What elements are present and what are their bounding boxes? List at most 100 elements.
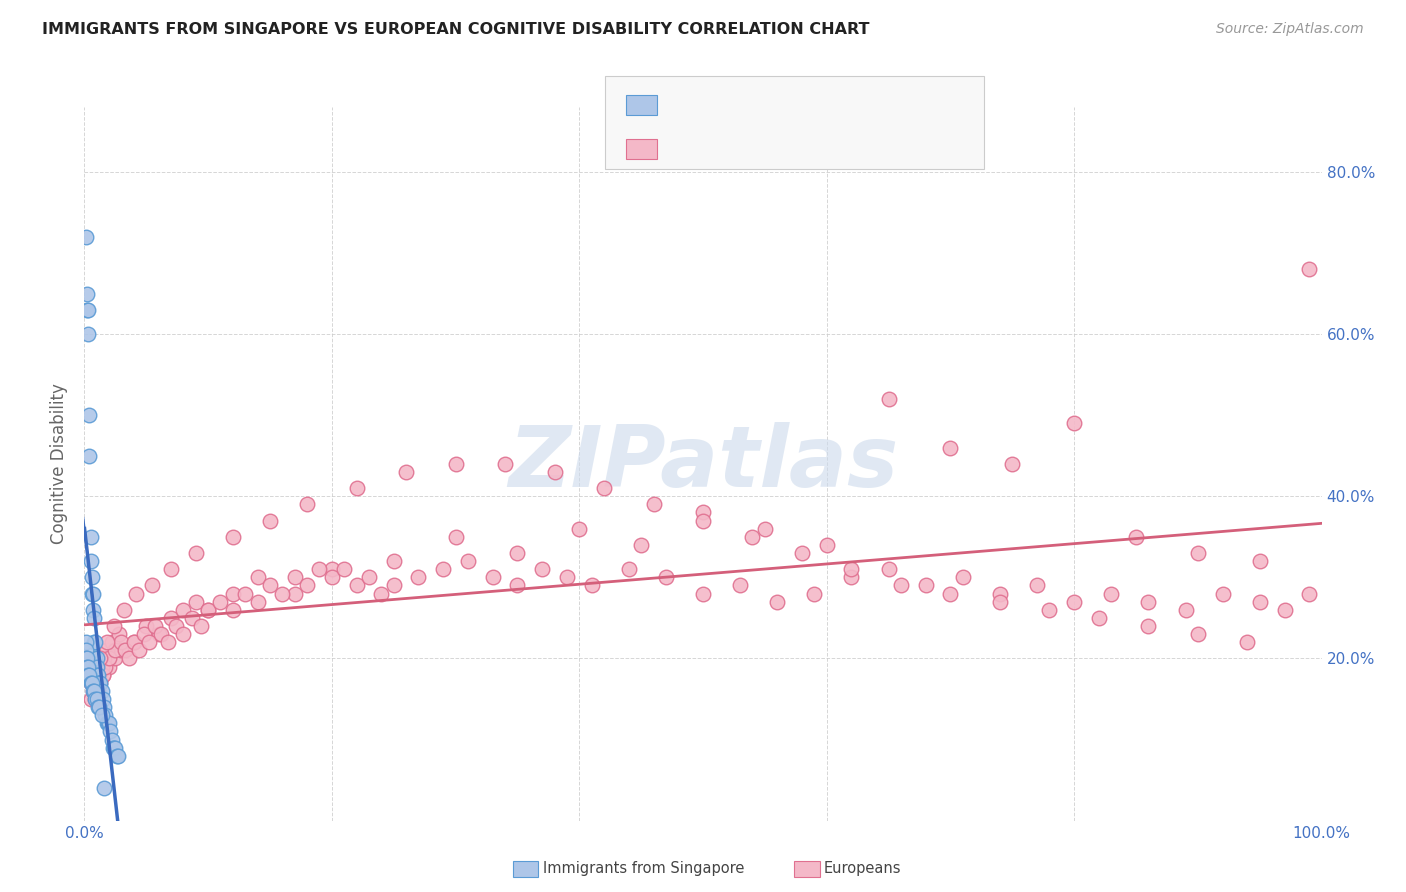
Point: [877, 392, 900, 406]
Point: [82, 684, 104, 698]
Point: [246, 595, 269, 609]
Point: [79, 449, 101, 463]
Point: [988, 586, 1011, 600]
Point: [333, 562, 356, 576]
Point: [98, 651, 121, 665]
Point: [86, 651, 108, 665]
Point: [114, 643, 136, 657]
Point: [83, 684, 105, 698]
Point: [841, 570, 863, 584]
Point: [222, 586, 245, 600]
Point: [222, 603, 245, 617]
Point: [1088, 611, 1111, 625]
Point: [295, 578, 318, 592]
Point: [246, 570, 269, 584]
Point: [76, 302, 98, 317]
Point: [728, 578, 751, 592]
Point: [80, 570, 103, 584]
Point: [1187, 627, 1209, 641]
Point: [94, 659, 117, 673]
Point: [1249, 554, 1271, 568]
Point: [86, 667, 108, 681]
Point: [93, 781, 115, 796]
Point: [988, 595, 1011, 609]
Point: [128, 643, 150, 657]
Point: [581, 578, 603, 592]
Point: [531, 562, 554, 576]
Point: [75, 635, 97, 649]
Point: [803, 586, 825, 600]
Point: [150, 627, 173, 641]
Point: [382, 578, 405, 592]
Point: [1063, 595, 1085, 609]
Text: Immigrants from Singapore: Immigrants from Singapore: [543, 862, 744, 876]
Point: [79, 530, 101, 544]
Point: [84, 659, 107, 673]
Point: [1187, 546, 1209, 560]
Point: [165, 619, 187, 633]
Point: [101, 740, 124, 755]
Point: [83, 667, 105, 681]
Point: [107, 748, 129, 763]
Point: [1137, 619, 1160, 633]
Point: [125, 586, 148, 600]
Point: [87, 675, 110, 690]
Point: [184, 546, 207, 560]
Point: [1236, 635, 1258, 649]
Point: [77, 659, 100, 673]
Point: [877, 562, 900, 576]
Point: [506, 546, 529, 560]
Point: [89, 675, 111, 690]
Point: [79, 408, 101, 422]
Point: [197, 603, 219, 617]
Point: [94, 708, 117, 723]
Point: [914, 578, 936, 592]
Point: [233, 586, 256, 600]
Point: [84, 635, 107, 649]
Point: [408, 570, 430, 584]
Point: [91, 692, 114, 706]
Point: [75, 643, 97, 657]
Point: [89, 675, 111, 690]
Point: [118, 651, 141, 665]
Point: [1298, 586, 1320, 600]
Point: [86, 659, 108, 673]
Point: [103, 740, 125, 755]
Point: [432, 562, 454, 576]
Point: [76, 651, 98, 665]
Point: [370, 586, 392, 600]
Point: [83, 611, 105, 625]
Point: [890, 578, 912, 592]
Point: [87, 667, 110, 681]
Point: [692, 506, 714, 520]
Point: [98, 659, 121, 673]
Point: [89, 700, 111, 714]
Point: [1125, 530, 1147, 544]
Point: [259, 578, 281, 592]
Point: [841, 562, 863, 576]
Point: [1249, 595, 1271, 609]
Point: [1137, 595, 1160, 609]
Point: [1174, 603, 1197, 617]
Point: [96, 716, 118, 731]
Point: [93, 651, 115, 665]
Point: [97, 716, 120, 731]
Point: [160, 562, 183, 576]
Point: [104, 740, 127, 755]
Point: [630, 538, 652, 552]
Text: R = 0.533: R = 0.533: [668, 98, 745, 112]
Point: [197, 603, 219, 617]
Point: [112, 603, 135, 617]
Y-axis label: Cognitive Disability: Cognitive Disability: [51, 384, 69, 544]
Point: [939, 586, 962, 600]
Point: [444, 457, 467, 471]
Point: [284, 586, 307, 600]
Point: [1274, 603, 1296, 617]
Point: [86, 675, 108, 690]
Point: [494, 457, 516, 471]
Point: [98, 716, 121, 731]
Point: [76, 659, 98, 673]
Point: [766, 595, 789, 609]
Text: Source: ZipAtlas.com: Source: ZipAtlas.com: [1216, 22, 1364, 37]
Point: [222, 530, 245, 544]
